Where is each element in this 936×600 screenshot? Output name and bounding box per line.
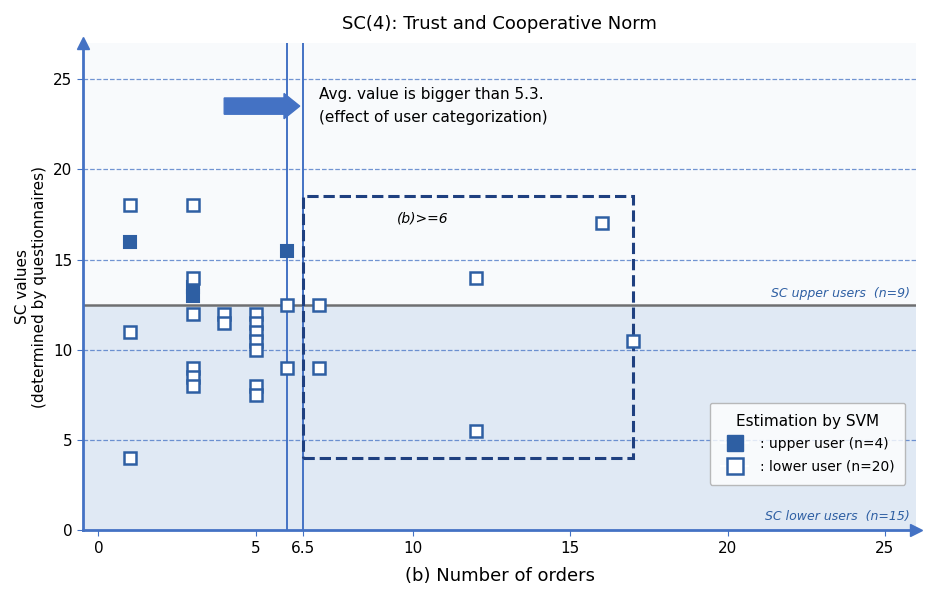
Text: SC lower users  (n=15): SC lower users (n=15) bbox=[765, 510, 909, 523]
Bar bbox=[82, 43, 915, 305]
FancyArrow shape bbox=[224, 94, 300, 119]
Text: (b)>=6: (b)>=6 bbox=[397, 211, 448, 225]
Legend: : upper user (n=4), : lower user (n=20): : upper user (n=4), : lower user (n=20) bbox=[709, 403, 904, 485]
X-axis label: (b) Number of orders: (b) Number of orders bbox=[404, 567, 594, 585]
Y-axis label: SC values
(determined by questionnaires): SC values (determined by questionnaires) bbox=[15, 166, 48, 407]
Title: SC(4): Trust and Cooperative Norm: SC(4): Trust and Cooperative Norm bbox=[342, 15, 656, 33]
Bar bbox=[302, 196, 633, 458]
Text: SC upper users  (n=9): SC upper users (n=9) bbox=[770, 287, 909, 300]
Text: Avg. value is bigger than 5.3.
(effect of user categorization): Avg. value is bigger than 5.3. (effect o… bbox=[318, 88, 547, 125]
Bar bbox=[82, 305, 915, 530]
